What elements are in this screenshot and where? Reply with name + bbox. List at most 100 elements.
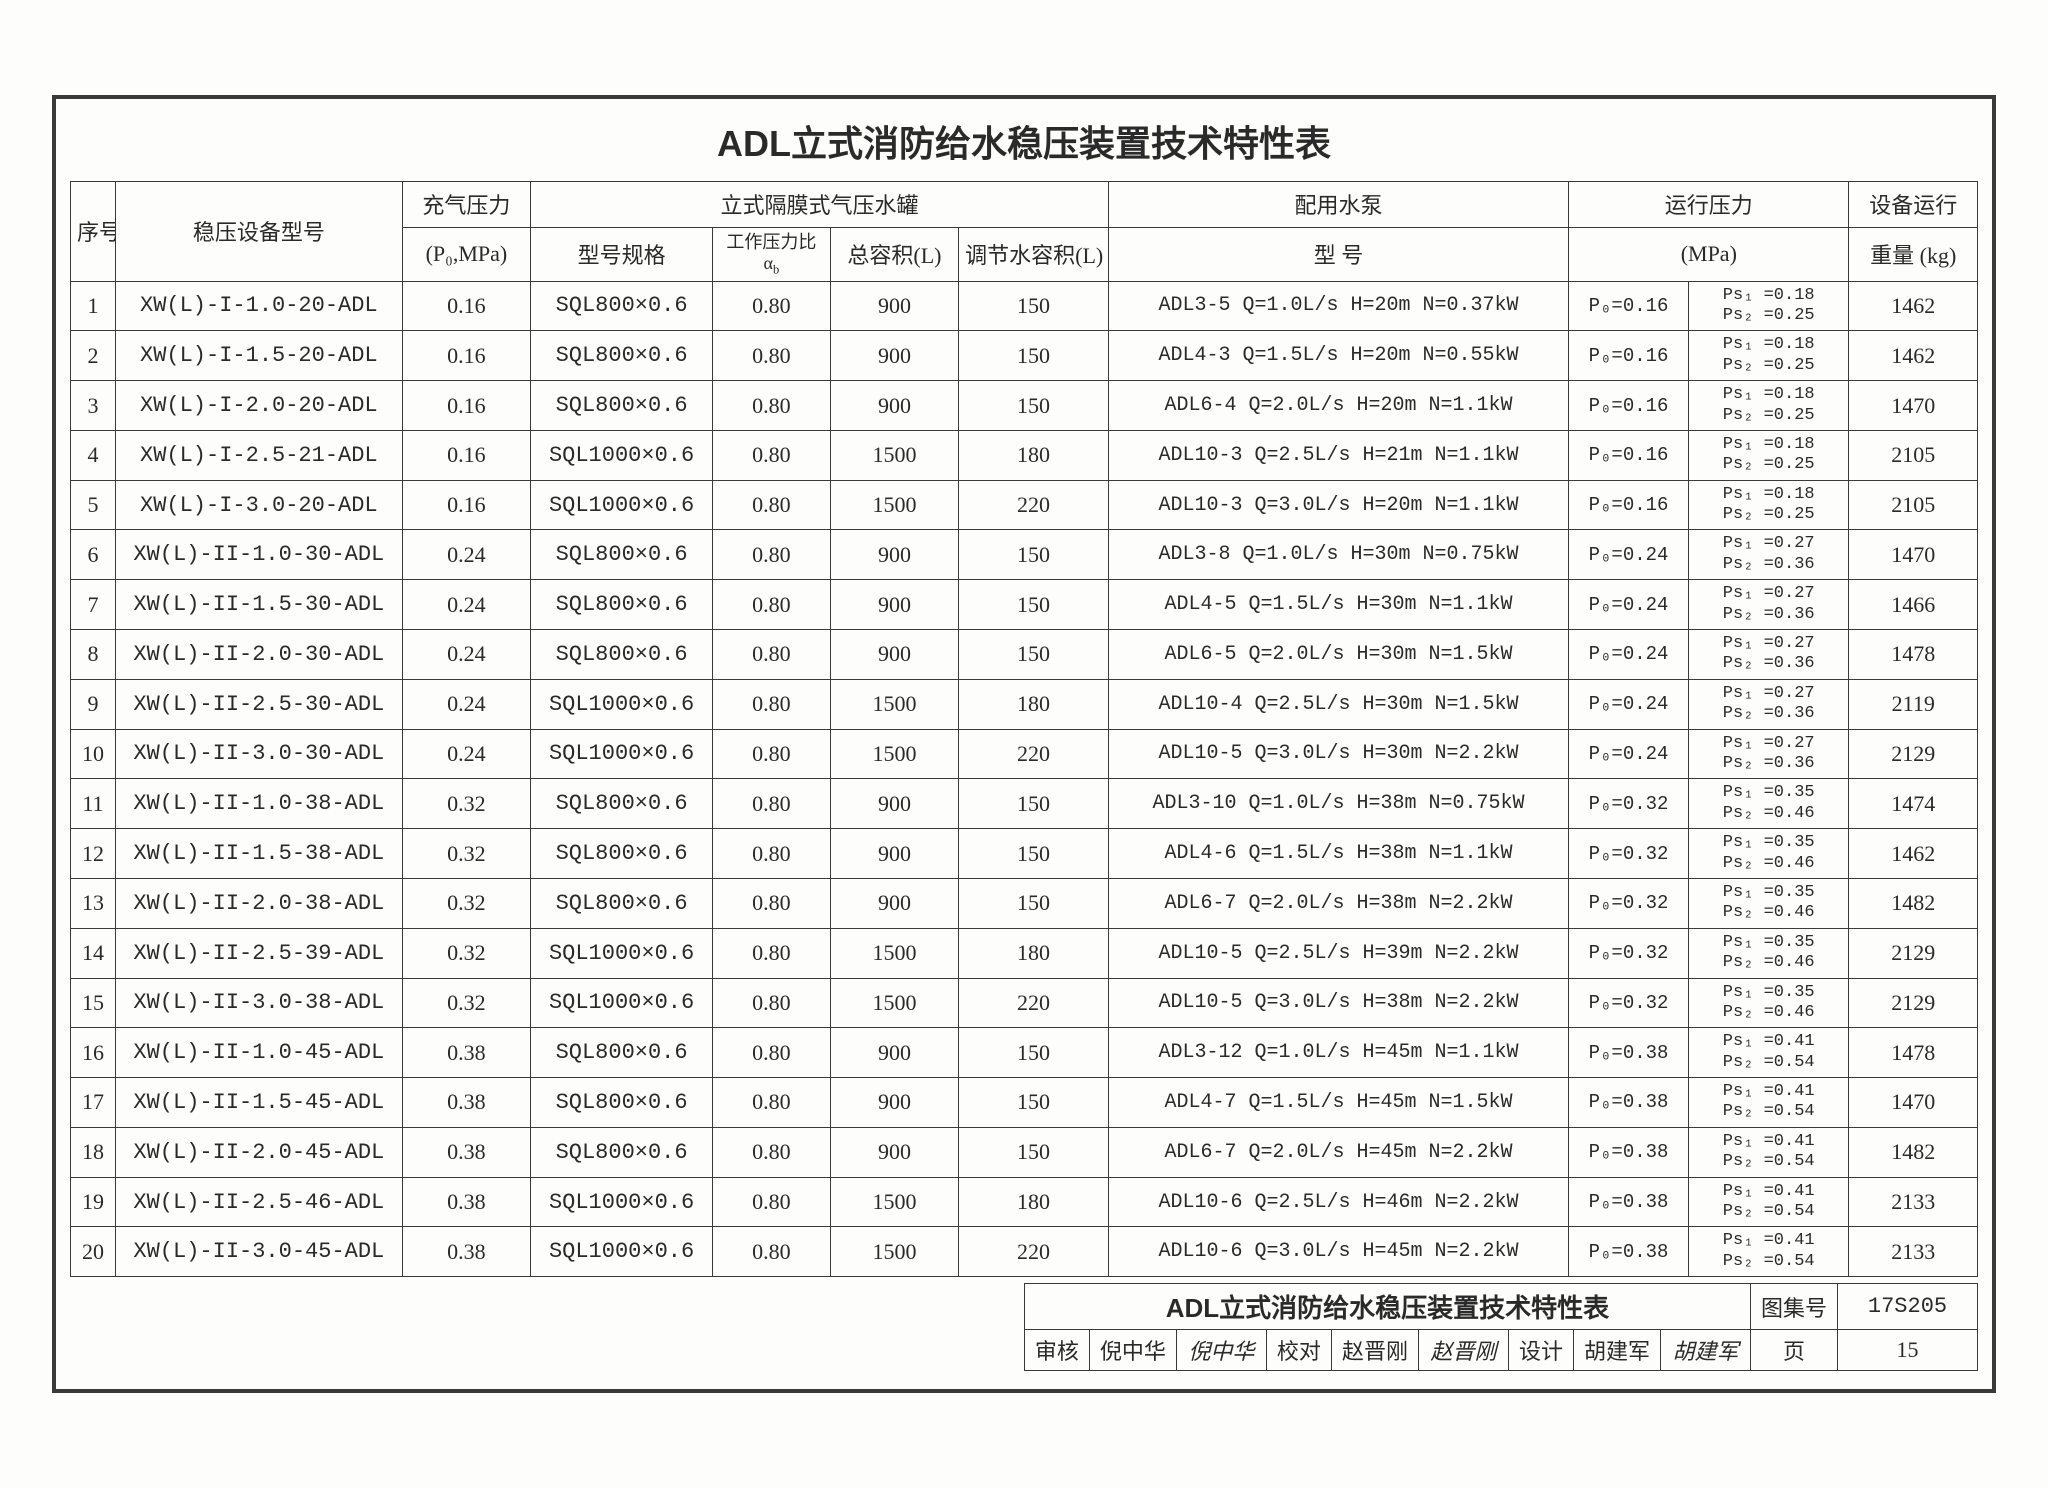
- cell-model: XW(L)-II-2.0-45-ADL: [115, 1127, 402, 1177]
- hdr-vtot: 总容积(L): [830, 227, 958, 281]
- hdr-wt-unit: 重量 (kg): [1849, 227, 1978, 281]
- cell-op-p0: P₀=0.24: [1569, 729, 1689, 779]
- cell-model: XW(L)-II-2.5-30-ADL: [115, 679, 402, 729]
- hdr-op-unit: (MPa): [1569, 227, 1849, 281]
- cell-p0: 0.24: [402, 630, 530, 680]
- cell-tank-model: SQL800×0.6: [531, 1078, 713, 1128]
- cell-seq: 15: [71, 978, 116, 1028]
- design-label: 设计: [1508, 1330, 1573, 1371]
- cell-vreg: 150: [959, 530, 1109, 580]
- cell-ab: 0.80: [713, 928, 831, 978]
- hdr-tank-group: 立式隔膜式气压水罐: [531, 181, 1109, 227]
- cell-op-p0: P₀=0.24: [1569, 530, 1689, 580]
- cell-seq: 18: [71, 1127, 116, 1177]
- cell-ab: 0.80: [713, 1177, 831, 1227]
- cell-weight: 1466: [1849, 580, 1978, 630]
- cell-pump: ADL6-7 Q=2.0L/s H=45m N=2.2kW: [1108, 1127, 1568, 1177]
- cell-vtot: 900: [830, 1028, 958, 1078]
- cell-pump: ADL4-5 Q=1.5L/s H=30m N=1.1kW: [1108, 580, 1568, 630]
- cell-weight: 2119: [1849, 679, 1978, 729]
- cell-vtot: 1500: [830, 1177, 958, 1227]
- review-label: 审核: [1024, 1330, 1089, 1371]
- table-row: 2XW(L)-I-1.5-20-ADL0.16SQL800×0.60.80900…: [71, 331, 1978, 381]
- cell-ab: 0.80: [713, 331, 831, 381]
- hdr-wt: 设备运行: [1849, 181, 1978, 227]
- cell-vreg: 180: [959, 679, 1109, 729]
- cell-p0: 0.24: [402, 729, 530, 779]
- cell-ab: 0.80: [713, 530, 831, 580]
- cell-op-ps: Ps₁ =0.18Ps₂ =0.25: [1688, 331, 1849, 381]
- cell-vreg: 150: [959, 1127, 1109, 1177]
- cell-weight: 2129: [1849, 729, 1978, 779]
- cell-seq: 14: [71, 928, 116, 978]
- cell-vtot: 1500: [830, 978, 958, 1028]
- cell-model: XW(L)-I-1.0-20-ADL: [115, 281, 402, 331]
- cell-weight: 1470: [1849, 530, 1978, 580]
- cell-weight: 2129: [1849, 978, 1978, 1028]
- cell-weight: 1478: [1849, 630, 1978, 680]
- cell-vtot: 900: [830, 630, 958, 680]
- cell-weight: 1470: [1849, 1078, 1978, 1128]
- cell-model: XW(L)-I-3.0-20-ADL: [115, 480, 402, 530]
- cell-tank-model: SQL1000×0.6: [531, 1177, 713, 1227]
- cell-ab: 0.80: [713, 829, 831, 879]
- cell-weight: 1462: [1849, 281, 1978, 331]
- hdr-vreg: 调节水容积(L): [959, 227, 1109, 281]
- cell-op-ps: Ps₁ =0.27Ps₂ =0.36: [1688, 679, 1849, 729]
- cell-seq: 8: [71, 630, 116, 680]
- table-row: 14XW(L)-II-2.5-39-ADL0.32SQL1000×0.60.80…: [71, 928, 1978, 978]
- table-row: 3XW(L)-I-2.0-20-ADL0.16SQL800×0.60.80900…: [71, 381, 1978, 431]
- cell-p0: 0.16: [402, 331, 530, 381]
- cell-op-ps: Ps₁ =0.41Ps₂ =0.54: [1688, 1028, 1849, 1078]
- cell-weight: 1482: [1849, 878, 1978, 928]
- cell-op-ps: Ps₁ =0.18Ps₂ =0.25: [1688, 480, 1849, 530]
- cell-model: XW(L)-II-1.0-30-ADL: [115, 530, 402, 580]
- cell-seq: 4: [71, 430, 116, 480]
- cell-op-p0: P₀=0.16: [1569, 430, 1689, 480]
- cell-model: XW(L)-I-1.5-20-ADL: [115, 331, 402, 381]
- cell-ab: 0.80: [713, 1127, 831, 1177]
- proof-label: 校对: [1266, 1330, 1331, 1371]
- cell-weight: 1470: [1849, 381, 1978, 431]
- cell-seq: 16: [71, 1028, 116, 1078]
- cell-op-ps: Ps₁ =0.35Ps₂ =0.46: [1688, 878, 1849, 928]
- cell-seq: 20: [71, 1227, 116, 1277]
- table-row: 15XW(L)-II-3.0-38-ADL0.32SQL1000×0.60.80…: [71, 978, 1978, 1028]
- table-head: 序号 稳压设备型号 充气压力 立式隔膜式气压水罐 配用水泵 运行压力 设备运行 …: [71, 181, 1978, 281]
- cell-op-p0: P₀=0.24: [1569, 580, 1689, 630]
- cell-vtot: 900: [830, 381, 958, 431]
- cell-model: XW(L)-II-1.0-38-ADL: [115, 779, 402, 829]
- cell-vtot: 900: [830, 281, 958, 331]
- cell-seq: 6: [71, 530, 116, 580]
- hdr-op-group: 运行压力: [1569, 181, 1849, 227]
- cell-model: XW(L)-II-1.5-30-ADL: [115, 580, 402, 630]
- cell-tank-model: SQL1000×0.6: [531, 679, 713, 729]
- design-signature: 胡建军: [1660, 1330, 1750, 1371]
- cell-op-ps: Ps₁ =0.35Ps₂ =0.46: [1688, 928, 1849, 978]
- cell-tank-model: SQL800×0.6: [531, 530, 713, 580]
- cell-pump: ADL10-6 Q=3.0L/s H=45m N=2.2kW: [1108, 1227, 1568, 1277]
- table-row: 4XW(L)-I-2.5-21-ADL0.16SQL1000×0.60.8015…: [71, 430, 1978, 480]
- cell-weight: 1462: [1849, 331, 1978, 381]
- cell-op-ps: Ps₁ =0.27Ps₂ =0.36: [1688, 580, 1849, 630]
- tuji-label: 图集号: [1750, 1284, 1837, 1330]
- cell-pump: ADL6-4 Q=2.0L/s H=20m N=1.1kW: [1108, 381, 1568, 431]
- cell-vtot: 900: [830, 1127, 958, 1177]
- cell-tank-model: SQL1000×0.6: [531, 430, 713, 480]
- cell-p0: 0.16: [402, 381, 530, 431]
- cell-ab: 0.80: [713, 1028, 831, 1078]
- cell-vtot: 900: [830, 580, 958, 630]
- cell-seq: 3: [71, 381, 116, 431]
- hdr-model: 稳压设备型号: [115, 181, 402, 281]
- table-row: 11XW(L)-II-1.0-38-ADL0.32SQL800×0.60.809…: [71, 779, 1978, 829]
- cell-op-ps: Ps₁ =0.35Ps₂ =0.46: [1688, 779, 1849, 829]
- table-row: 19XW(L)-II-2.5-46-ADL0.38SQL1000×0.60.80…: [71, 1177, 1978, 1227]
- cell-seq: 10: [71, 729, 116, 779]
- cell-vreg: 180: [959, 928, 1109, 978]
- cell-tank-model: SQL1000×0.6: [531, 928, 713, 978]
- cell-ab: 0.80: [713, 430, 831, 480]
- cell-vtot: 900: [830, 530, 958, 580]
- cell-vtot: 1500: [830, 1227, 958, 1277]
- proof-name: 赵晋刚: [1331, 1330, 1418, 1371]
- page-label: 页: [1750, 1330, 1837, 1371]
